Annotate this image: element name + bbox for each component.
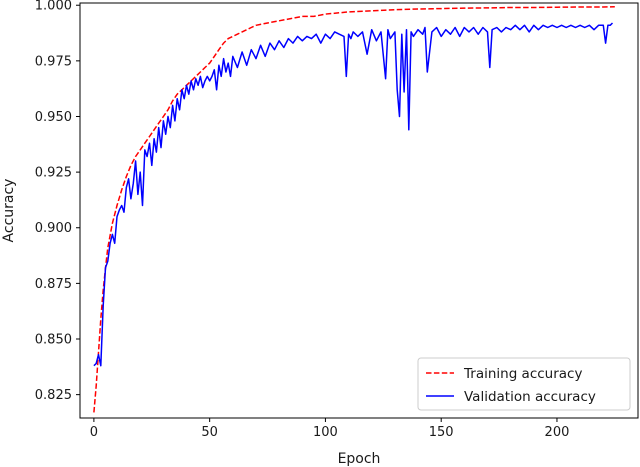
- y-axis: 0.825 0.850 0.875 0.900 0.925 0.950 0.975 1.000: [35, 0, 80, 403]
- series-line-1: [93, 22, 614, 367]
- x-tick-label: 150: [429, 425, 454, 440]
- y-tick-label: 0.950: [35, 110, 72, 125]
- y-tick-label: 0.850: [35, 333, 72, 348]
- series-line-0: [93, 6, 615, 413]
- x-tick-label: 200: [545, 425, 570, 440]
- legend-label: Validation accuracy: [464, 389, 596, 405]
- y-tick-label: 1.000: [35, 0, 72, 14]
- y-tick-label: 0.825: [35, 388, 72, 403]
- x-tick-label: 100: [313, 425, 338, 440]
- y-axis-label: Accuracy: [1, 179, 17, 243]
- x-tick-label: 0: [90, 425, 98, 440]
- x-axis: 0 50 100 150 200: [90, 418, 570, 440]
- legend-box: [417, 357, 631, 411]
- plot-lines: [93, 6, 615, 413]
- legend: Training accuracy Validation accuracy: [417, 357, 631, 411]
- y-tick-label: 0.975: [35, 54, 72, 69]
- y-tick-label: 0.875: [35, 277, 72, 292]
- x-tick-label: 50: [201, 425, 218, 440]
- y-tick-label: 0.925: [35, 166, 72, 181]
- y-tick-label: 0.900: [35, 221, 72, 236]
- legend-label: Training accuracy: [463, 366, 582, 382]
- x-axis-label: Epoch: [338, 451, 381, 467]
- plot-frame: [79, 2, 639, 419]
